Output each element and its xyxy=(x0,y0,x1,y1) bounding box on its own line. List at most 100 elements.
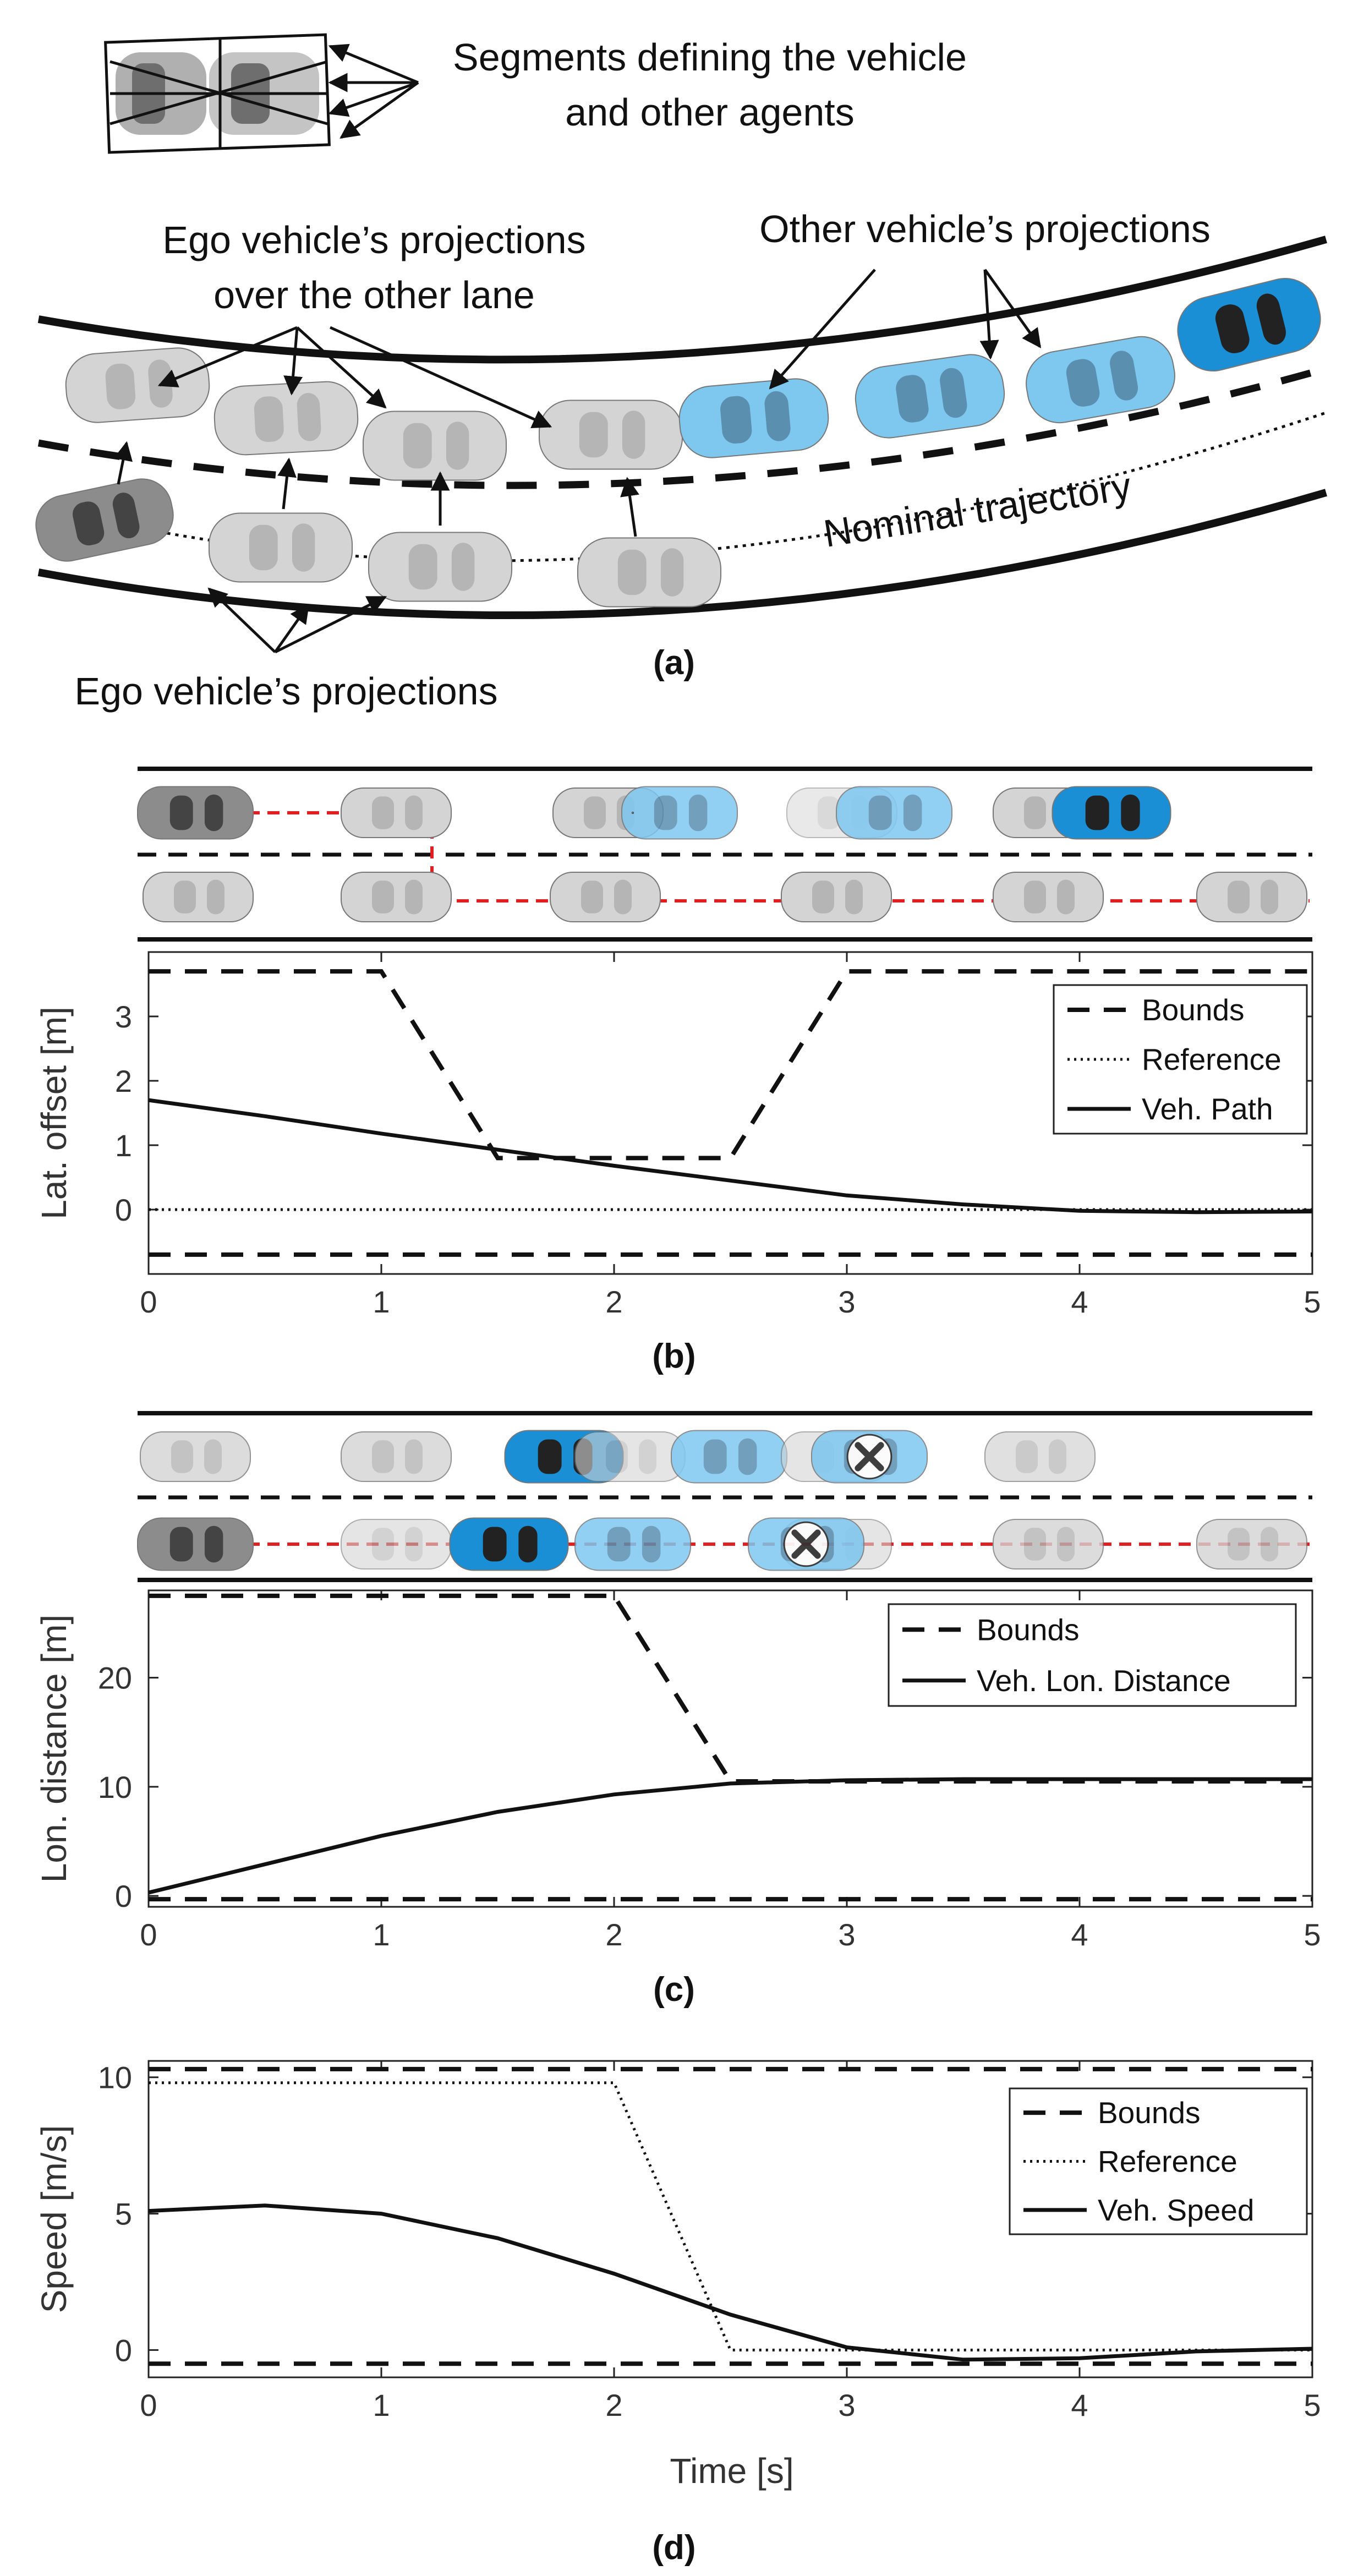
x-tick-label: 2 xyxy=(605,1917,622,1952)
legend-entry: Bounds xyxy=(1142,993,1245,1027)
ego-projection-car xyxy=(993,872,1104,922)
legend-entry: Bounds xyxy=(977,1612,1080,1647)
legend-entry: Veh. Speed xyxy=(1098,2193,1254,2227)
x-tick-label: 5 xyxy=(1304,1284,1321,1319)
x-tick-label: 3 xyxy=(838,1917,855,1952)
ego-projection-other-lane-car xyxy=(363,411,507,481)
x-tick-label: 2 xyxy=(605,1284,622,1319)
series-line-bounds xyxy=(149,1593,1312,1784)
legend-entry: Veh. Lon. Distance xyxy=(977,1664,1231,1698)
ego-vehicle-car xyxy=(137,786,254,840)
legend: Bounds Reference Veh. Path xyxy=(1053,984,1308,1135)
chart-d: 0 1 2 3 4 5 0 5 10 Speed [m/s] Bounds Reference Veh.… xyxy=(34,2060,1321,2422)
legend-entry: Reference xyxy=(1142,1042,1282,1076)
y-axis-label: Lat. offset [m] xyxy=(34,1007,74,1219)
road-center-line xyxy=(37,365,1327,489)
panel-b-strip xyxy=(137,767,1312,942)
x-tick-label: 4 xyxy=(1071,1284,1088,1319)
panel-label-d: (d) xyxy=(652,2529,696,2567)
legend-entry: Bounds xyxy=(1098,2096,1201,2130)
panel-a: Segments defining the vehicle and other … xyxy=(35,33,1327,713)
ego-projection-car xyxy=(577,537,721,608)
ego-over-lane-label-line1: Ego vehicle’s projections xyxy=(162,218,585,261)
ego-vehicle-car xyxy=(137,1517,254,1571)
chart-b: 0 1 2 3 4 5 0 1 2 3 Lat. offset [m] Bounds Reference… xyxy=(34,951,1321,1319)
series-line-veh-lon-distance xyxy=(148,1777,1312,1895)
other-vehicle-projection-car xyxy=(574,1517,691,1571)
y-tick-label: 0 xyxy=(115,2333,132,2367)
segments-note-line2: and other agents xyxy=(565,91,854,134)
other-vehicle-car xyxy=(1052,786,1171,840)
ego-projection-other-lane-car xyxy=(539,400,683,470)
ego-projection-car xyxy=(1196,872,1307,922)
x-tick-label: 3 xyxy=(838,1284,855,1319)
ego-projection-car xyxy=(143,872,254,922)
y-axis-label: Speed [m/s] xyxy=(34,2125,74,2314)
x-tick-label: 0 xyxy=(140,1284,157,1319)
legend-entry: Reference xyxy=(1098,2145,1237,2179)
series-line-bounds xyxy=(149,969,1312,1161)
x-tick-label: 4 xyxy=(1071,1917,1088,1952)
other-vehicle-car xyxy=(449,1517,569,1571)
collision-marker-icon xyxy=(846,1434,892,1480)
legend: Bounds Reference Veh. Speed xyxy=(1009,2087,1308,2235)
x-tick-label: 3 xyxy=(838,2388,855,2422)
x-tick-label: 1 xyxy=(373,2388,390,2422)
ego-projection-other-lane-car xyxy=(65,347,210,423)
ego-projection-car xyxy=(209,512,353,583)
other-vehicle-projection-car xyxy=(811,1430,928,1484)
y-tick-label: 2 xyxy=(115,1064,132,1098)
ego-projection-car xyxy=(781,872,892,922)
ego-projection-car xyxy=(341,1519,452,1569)
series-line-veh-speed xyxy=(148,2203,1313,2362)
other-projections-label: Other vehicle’s projections xyxy=(759,207,1211,250)
ego-projection-car xyxy=(341,1431,452,1482)
ego-projection-car xyxy=(550,872,661,922)
other-vehicle-projection-car xyxy=(836,786,952,840)
segments-icon xyxy=(104,33,331,154)
road-bottom-edge xyxy=(37,489,1327,620)
legend-entry: Veh. Path xyxy=(1142,1092,1273,1126)
x-tick-label: 2 xyxy=(605,2388,622,2422)
legend: Bounds Veh. Lon. Distance xyxy=(888,1603,1297,1707)
x-tick-label: 1 xyxy=(373,1284,390,1319)
nominal-trajectory-label: Nominal trajectory xyxy=(821,464,1134,555)
other-vehicle-car xyxy=(1177,277,1321,372)
y-axis-label: Lon. distance [m] xyxy=(34,1615,74,1883)
x-tick-label: 5 xyxy=(1304,1917,1321,1952)
series-line-veh-path xyxy=(148,1098,1313,1215)
ego-projection-car xyxy=(341,872,452,922)
other-vehicle-projection-car xyxy=(621,786,738,840)
other-vehicle-projection-car xyxy=(855,354,1005,439)
y-tick-label: 10 xyxy=(98,2060,132,2095)
panel-label-c: (c) xyxy=(653,1971,695,2009)
x-tick-label: 1 xyxy=(373,1917,390,1952)
ego-projection-car xyxy=(574,1431,686,1482)
chart-c: 0 1 2 3 4 5 0 10 20 Lon. distance [m] Bounds Veh. L… xyxy=(34,1589,1321,1952)
y-tick-label: 3 xyxy=(115,999,132,1034)
series-line-reference xyxy=(149,2081,1312,2351)
ego-projection-car xyxy=(993,1519,1104,1569)
ego-projection-car xyxy=(140,1431,251,1482)
y-tick-label: 0 xyxy=(115,1879,132,1913)
collision-marker-icon xyxy=(783,1521,829,1567)
y-tick-label: 1 xyxy=(115,1128,132,1163)
segments-note-line1: Segments defining the vehicle xyxy=(453,36,967,79)
panel-label-a: (a) xyxy=(653,644,695,682)
ego-projection-car xyxy=(984,1431,1096,1482)
y-tick-label: 10 xyxy=(98,1770,132,1804)
ego-over-lane-label-line2: over the other lane xyxy=(213,274,535,316)
ego-vehicle-car xyxy=(35,478,174,562)
annotation-arrows xyxy=(113,269,1042,654)
y-tick-label: 5 xyxy=(115,2197,132,2232)
x-tick-label: 0 xyxy=(140,2388,157,2422)
other-vehicle-projection-car xyxy=(748,1517,864,1571)
planned-path-red xyxy=(248,811,1310,903)
y-tick-label: 20 xyxy=(98,1661,132,1696)
ego-projection-other-lane-car xyxy=(213,381,359,456)
x-tick-label: 4 xyxy=(1071,2388,1088,2422)
other-vehicle-projection-car xyxy=(1026,336,1175,424)
ego-projection-car xyxy=(341,787,452,838)
panel-c-strip xyxy=(137,1411,1312,1582)
